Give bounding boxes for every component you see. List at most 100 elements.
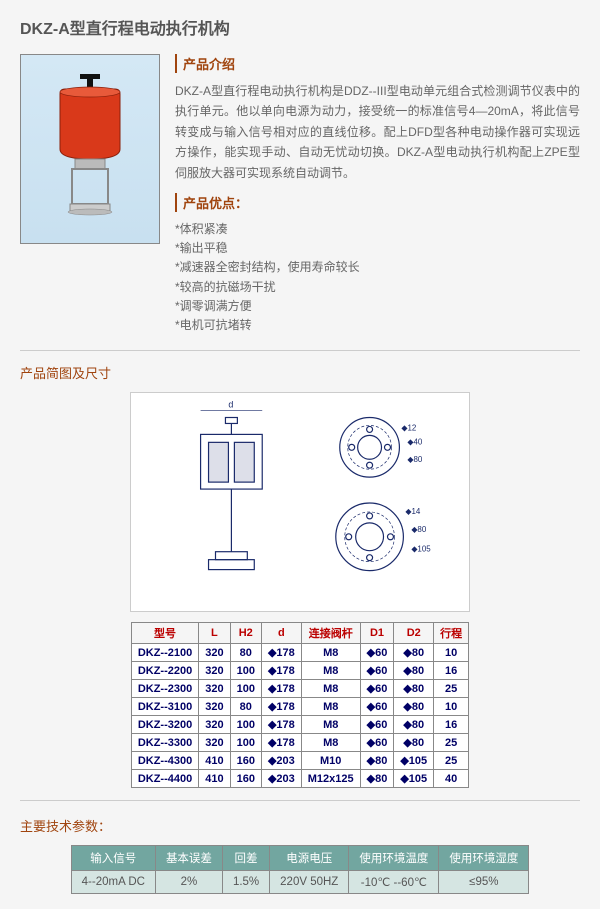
value-cell: 40 (434, 770, 469, 788)
value-cell: 100 (230, 680, 261, 698)
value-cell: ◆203 (261, 752, 301, 770)
value-cell: M8 (301, 716, 360, 734)
value-cell: ◆80 (394, 662, 434, 680)
value-cell: M8 (301, 734, 360, 752)
table-row: DKZ--310032080◆178M8◆60◆8010 (131, 698, 468, 716)
intro-heading: 产品介绍 (175, 54, 580, 73)
value-cell: 100 (230, 734, 261, 752)
svg-text:◆105: ◆105 (411, 545, 431, 554)
page-title: DKZ-A型直行程电动执行机构 (20, 15, 580, 39)
value-cell: 10 (434, 698, 469, 716)
dimensions-table-head: 型号 L H2 d 连接阀杆 D1 D2 行程 (131, 623, 468, 644)
value-cell: M8 (301, 662, 360, 680)
specs-table: 输入信号 基本误差 回差 电源电压 使用环境温度 使用环境湿度 4--20mA … (71, 845, 530, 894)
value-cell: 160 (230, 752, 261, 770)
svg-text:◆40: ◆40 (407, 437, 423, 446)
value-cell: 100 (230, 716, 261, 734)
advantages-list: *体积紧凑 *输出平稳 *减速器全密封结构，使用寿命较长 *较高的抗磁场干扰 *… (175, 220, 580, 335)
value-cell: 410 (199, 770, 230, 788)
spec-val-hyst: 1.5% (222, 871, 269, 894)
col-stroke: 行程 (434, 623, 469, 644)
advantage-item: *较高的抗磁场干扰 (175, 278, 580, 297)
value-cell: M10 (301, 752, 360, 770)
table-row: DKZ--2200320100◆178M8◆60◆8016 (131, 662, 468, 680)
actuator-illustration (40, 69, 140, 229)
table-row: DKZ--3300320100◆178M8◆60◆8025 (131, 734, 468, 752)
value-cell: ◆80 (394, 716, 434, 734)
value-cell: 100 (230, 662, 261, 680)
intro-text: 产品介绍 DKZ-A型直行程电动执行机构是DDZ--III型电动单元组合式检测调… (175, 54, 580, 335)
svg-text:◆14: ◆14 (405, 507, 421, 516)
svg-text:◆80: ◆80 (411, 525, 427, 534)
value-cell: 25 (434, 752, 469, 770)
table-row: DKZ--4300410160◆203M10◆80◆10525 (131, 752, 468, 770)
table-row: DKZ--4400410160◆203M12x125◆80◆10540 (131, 770, 468, 788)
value-cell: 80 (230, 644, 261, 662)
svg-text:d: d (228, 400, 233, 410)
value-cell: 160 (230, 770, 261, 788)
specs-heading: 主要技术参数： (20, 816, 580, 835)
model-cell: DKZ--4300 (131, 752, 198, 770)
technical-diagram: d ◆12 ◆40 ◆80 ◆14 ◆80 ◆105 (130, 392, 470, 612)
separator (20, 800, 580, 801)
model-cell: DKZ--3100 (131, 698, 198, 716)
value-cell: 320 (199, 734, 230, 752)
value-cell: ◆80 (394, 734, 434, 752)
value-cell: ◆178 (261, 680, 301, 698)
advantage-item: *减速器全密封结构，使用寿命较长 (175, 258, 580, 277)
spec-col-temp: 使用环境温度 (349, 846, 439, 871)
value-cell: ◆105 (394, 770, 434, 788)
value-cell: 320 (199, 716, 230, 734)
advantages-heading: 产品优点： (175, 193, 580, 212)
value-cell: ◆178 (261, 716, 301, 734)
col-d2: D2 (394, 623, 434, 644)
value-cell: ◆60 (360, 716, 394, 734)
dimensions-heading: 产品简图及尺寸 (20, 363, 580, 382)
advantage-item: *体积紧凑 (175, 220, 580, 239)
value-cell: 10 (434, 644, 469, 662)
value-cell: ◆203 (261, 770, 301, 788)
value-cell: 320 (199, 644, 230, 662)
spec-val-voltage: 220V 50HZ (270, 871, 349, 894)
value-cell: ◆60 (360, 644, 394, 662)
model-cell: DKZ--2100 (131, 644, 198, 662)
value-cell: 410 (199, 752, 230, 770)
dimensions-table: 型号 L H2 d 连接阀杆 D1 D2 行程 DKZ--210032080◆1… (131, 622, 469, 788)
value-cell: M8 (301, 644, 360, 662)
value-cell: ◆80 (394, 644, 434, 662)
spec-col-input: 输入信号 (71, 846, 155, 871)
value-cell: ◆60 (360, 662, 394, 680)
value-cell: M12x125 (301, 770, 360, 788)
product-image (20, 54, 160, 244)
col-h2: H2 (230, 623, 261, 644)
value-cell: 320 (199, 662, 230, 680)
spec-val-temp: -10℃ --60℃ (349, 871, 439, 894)
value-cell: 80 (230, 698, 261, 716)
col-l: L (199, 623, 230, 644)
value-cell: ◆178 (261, 662, 301, 680)
value-cell: M8 (301, 698, 360, 716)
spec-col-hyst: 回差 (222, 846, 269, 871)
dimensions-table-body: DKZ--210032080◆178M8◆60◆8010DKZ--2200320… (131, 644, 468, 788)
advantage-item: *调零调满方便 (175, 297, 580, 316)
intro-description: DKZ-A型直行程电动执行机构是DDZ--III型电动单元组合式检测调节仪表中的… (175, 81, 580, 183)
col-model: 型号 (131, 623, 198, 644)
svg-text:◆80: ◆80 (407, 455, 423, 464)
col-d1: D1 (360, 623, 394, 644)
value-cell: 25 (434, 680, 469, 698)
table-row: DKZ--2300320100◆178M8◆60◆8025 (131, 680, 468, 698)
spec-col-error: 基本误差 (155, 846, 222, 871)
value-cell: ◆60 (360, 734, 394, 752)
spec-col-humid: 使用环境湿度 (439, 846, 529, 871)
separator (20, 350, 580, 351)
value-cell: 320 (199, 680, 230, 698)
value-cell: M8 (301, 680, 360, 698)
value-cell: ◆105 (394, 752, 434, 770)
value-cell: ◆178 (261, 698, 301, 716)
diagram-svg: d ◆12 ◆40 ◆80 ◆14 ◆80 ◆105 (131, 392, 469, 612)
model-cell: DKZ--4400 (131, 770, 198, 788)
value-cell: 320 (199, 698, 230, 716)
advantage-item: *电机可抗堵转 (175, 316, 580, 335)
value-cell: 16 (434, 662, 469, 680)
col-stem: 连接阀杆 (301, 623, 360, 644)
